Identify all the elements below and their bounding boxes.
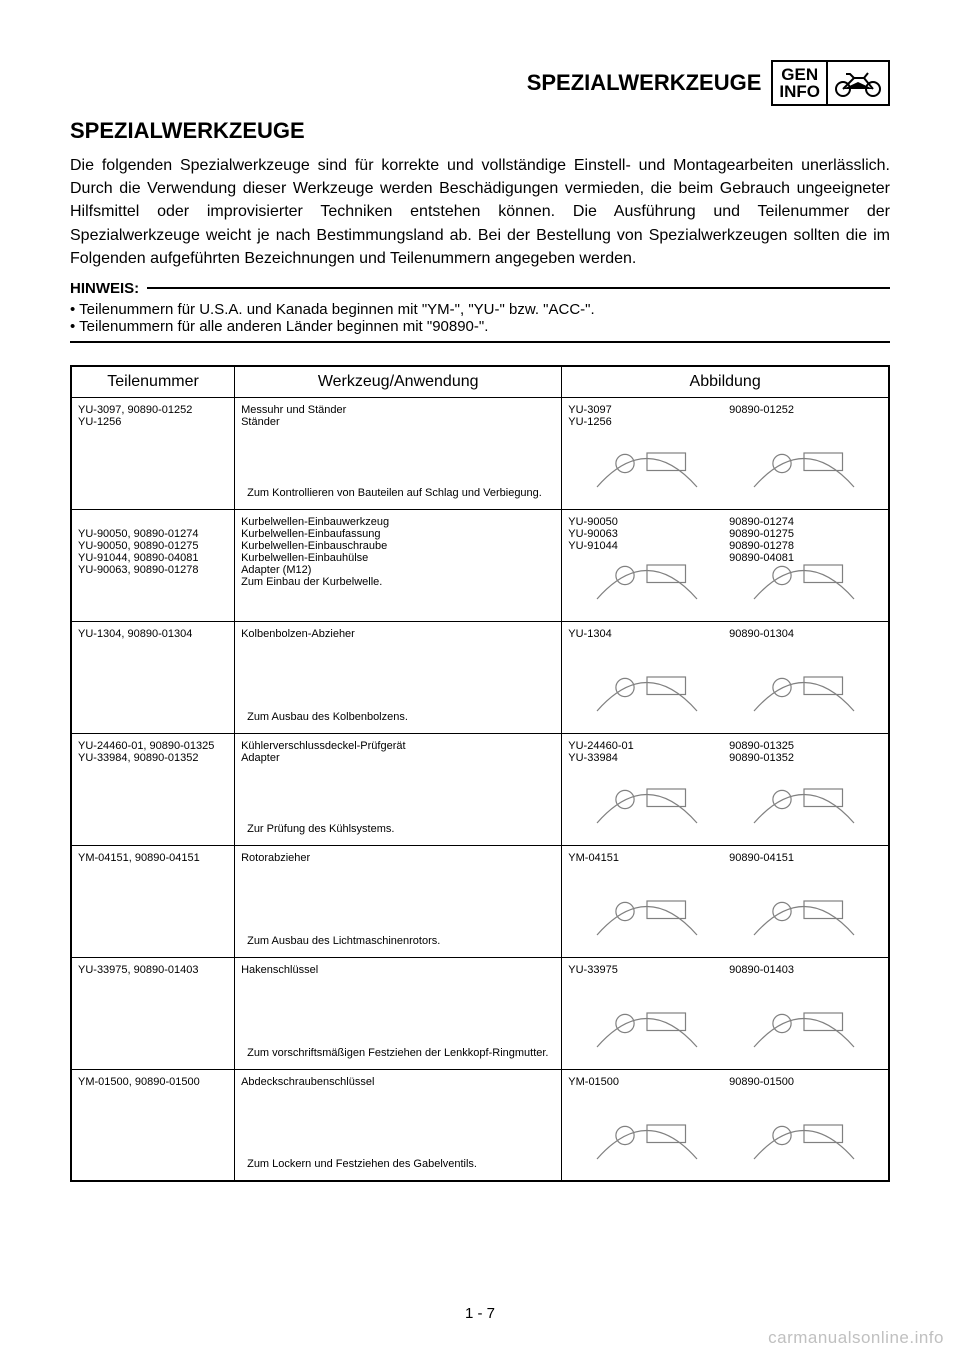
tool-illustration-icon [725, 418, 882, 503]
tool-illustration-icon [725, 866, 882, 951]
intro-paragraph: Die folgenden Spezialwerkzeuge sind für … [70, 154, 890, 270]
tool-illustration-icon [725, 642, 882, 727]
ill-right-label: 90890-01252 [729, 404, 882, 416]
header-box-top: GEN [781, 66, 818, 83]
tool-illustration-icon [568, 530, 725, 615]
tool-name: Kurbelwellen-Einbauwerkzeug Kurbelwellen… [241, 516, 555, 588]
ill-left-label: YU-1304 [568, 628, 721, 640]
header-box-bottom: INFO [779, 83, 820, 100]
table-row: YU-90050, 90890-01274 YU-90050, 90890-01… [71, 509, 889, 621]
page-number: 1 - 7 [0, 1305, 960, 1322]
tool-illustration-icon [725, 978, 882, 1063]
cell-part-number: YU-33975, 90890-01403 [71, 957, 235, 1069]
hinweis-header: HINWEIS: [70, 280, 890, 297]
table-row: YU-24460-01, 90890-01325 YU-33984, 90890… [71, 733, 889, 845]
tool-illustration-icon [568, 642, 725, 727]
cell-tool: Kolbenbolzen-Abzieher Zum Ausbau des Kol… [235, 621, 562, 733]
cell-tool: Kurbelwellen-Einbauwerkzeug Kurbelwellen… [235, 509, 562, 621]
cell-part-number: YU-24460-01, 90890-01325 YU-33984, 90890… [71, 733, 235, 845]
th-ill: Abbildung [562, 366, 889, 398]
header-title: SPEZIALWERKZEUGE [527, 70, 762, 96]
ill-right-label: 90890-04151 [729, 852, 882, 864]
ill-right-label: 90890-01403 [729, 964, 882, 976]
cell-illustration: YU-33975 90890-01403 [562, 957, 889, 1069]
cell-part-number: YU-3097, 90890-01252 YU-1256 [71, 397, 235, 509]
tool-usage: Zum Ausbau des Kolbenbolzens. [247, 711, 549, 723]
hinweis-label: HINWEIS: [70, 280, 139, 297]
tool-name: Hakenschlüssel [241, 964, 555, 1004]
tool-illustration-icon [568, 754, 725, 839]
table-row: YM-01500, 90890-01500 Abdeckschraubensch… [71, 1069, 889, 1181]
header-info-box: GEN INFO [771, 60, 890, 106]
tool-usage: Zur Prüfung des Kühlsystems. [247, 823, 549, 835]
hinweis-rule [147, 287, 890, 289]
ill-right-label: 90890-01500 [729, 1076, 882, 1088]
tools-table: Teilenummer Werkzeug/Anwendung Abbildung… [70, 365, 890, 1183]
table-row: YM-04151, 90890-04151 Rotorabzieher Zum … [71, 845, 889, 957]
tool-illustration-icon [568, 866, 725, 951]
cell-illustration: YU-1304 90890-01304 [562, 621, 889, 733]
tool-usage: Zum Lockern und Festziehen des Gabelvent… [247, 1158, 549, 1170]
cell-tool: Kühlerverschlussdeckel-Prüfgerät Adapter… [235, 733, 562, 845]
tool-illustration-icon [568, 1090, 725, 1175]
ill-right-label: 90890-01304 [729, 628, 882, 640]
watermark: carmanualsonline.info [768, 1328, 944, 1348]
header-box-text: GEN INFO [773, 62, 828, 104]
ill-left-label: YU-33975 [568, 964, 721, 976]
tool-usage: Zum vorschriftsmäßigen Festziehen der Le… [247, 1047, 549, 1059]
cell-illustration: YU-24460-01 YU-33984 90890-01325 90890-0… [562, 733, 889, 845]
cell-tool: Abdeckschraubenschlüssel Zum Lockern und… [235, 1069, 562, 1181]
cell-part-number: YM-04151, 90890-04151 [71, 845, 235, 957]
ill-left-label: YM-04151 [568, 852, 721, 864]
cell-part-number: YU-1304, 90890-01304 [71, 621, 235, 733]
table-row: YU-1304, 90890-01304 Kolbenbolzen-Abzieh… [71, 621, 889, 733]
tool-usage: Zum Ausbau des Lichtmaschinenrotors. [247, 935, 549, 947]
cell-part-number: YM-01500, 90890-01500 [71, 1069, 235, 1181]
tool-name: Abdeckschraubenschlüssel [241, 1076, 555, 1116]
tool-illustration-icon [725, 1090, 882, 1175]
cell-tool: Messuhr und Ständer Ständer Zum Kontroll… [235, 397, 562, 509]
hinweis-bullet: Teilenummern für alle anderen Länder beg… [70, 318, 890, 335]
tool-illustration-icon [725, 754, 882, 839]
th-part: Teilenummer [71, 366, 235, 398]
section-title: SPEZIALWERKZEUGE [70, 118, 890, 144]
divider-rule [70, 341, 890, 343]
cell-tool: Hakenschlüssel Zum vorschriftsmäßigen Fe… [235, 957, 562, 1069]
tool-illustration-icon [568, 418, 725, 503]
tool-name: Kühlerverschlussdeckel-Prüfgerät Adapter [241, 740, 555, 780]
th-tool: Werkzeug/Anwendung [235, 366, 562, 398]
page-header: SPEZIALWERKZEUGE GEN INFO [70, 60, 890, 106]
cell-illustration: YM-01500 90890-01500 [562, 1069, 889, 1181]
tool-illustration-icon [568, 978, 725, 1063]
cell-illustration: YU-90050 YU-90063 YU-91044 90890-01274 9… [562, 509, 889, 621]
hinweis-bullets: Teilenummern für U.S.A. und Kanada begin… [70, 301, 890, 335]
motorcycle-icon [828, 62, 888, 104]
cell-illustration: YU-3097 YU-1256 90890-01252 [562, 397, 889, 509]
table-row: YU-3097, 90890-01252 YU-1256 Messuhr und… [71, 397, 889, 509]
tool-name: Messuhr und Ständer Ständer [241, 404, 555, 444]
table-row: YU-33975, 90890-01403 Hakenschlüssel Zum… [71, 957, 889, 1069]
tool-name: Kolbenbolzen-Abzieher [241, 628, 555, 668]
hinweis-bullet: Teilenummern für U.S.A. und Kanada begin… [70, 301, 890, 318]
cell-tool: Rotorabzieher Zum Ausbau des Lichtmaschi… [235, 845, 562, 957]
cell-illustration: YM-04151 90890-04151 [562, 845, 889, 957]
cell-part-number: YU-90050, 90890-01274 YU-90050, 90890-01… [71, 509, 235, 621]
tool-usage: Zum Kontrollieren von Bauteilen auf Schl… [247, 487, 549, 499]
ill-left-label: YM-01500 [568, 1076, 721, 1088]
tool-name: Rotorabzieher [241, 852, 555, 892]
tool-illustration-icon [725, 530, 882, 615]
